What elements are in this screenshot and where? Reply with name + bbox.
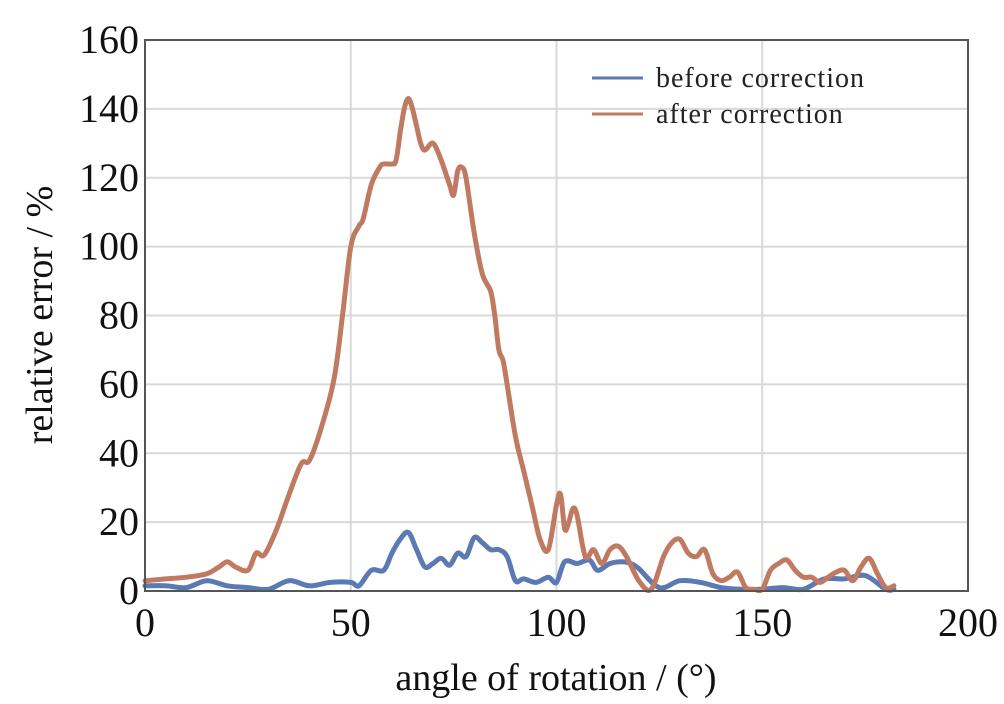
x-tick-label: 150	[732, 600, 792, 645]
series-line-before-correction	[142, 529, 897, 593]
legend-label: before correction	[656, 63, 865, 94]
x-axis-ticks: 0 50 100 150 200	[135, 600, 998, 645]
plot-frame	[144, 39, 969, 592]
x-tick-label: 100	[527, 600, 587, 645]
x-axis-title: angle of rotation / (°)	[395, 657, 716, 699]
series-line-after-correction	[142, 96, 897, 594]
y-tick-label: 80	[99, 293, 139, 338]
x-tick-label: 200	[938, 600, 998, 645]
y-tick-label: 140	[79, 86, 139, 131]
y-tick-label: 100	[79, 224, 139, 269]
legend-label: after correction	[656, 99, 844, 130]
series-lines	[142, 96, 897, 594]
legend: before correction after correction	[592, 63, 865, 130]
y-tick-label: 160	[79, 17, 139, 62]
x-tick-label: 0	[135, 600, 155, 645]
x-tick-label: 50	[331, 600, 371, 645]
y-tick-label: 20	[99, 499, 139, 544]
y-tick-label: 120	[79, 155, 139, 200]
y-axis-title: relative error / %	[19, 186, 61, 444]
y-axis-ticks: 0 20 40 60 80 100 120 140 160	[79, 17, 139, 613]
y-tick-label: 60	[99, 361, 139, 406]
y-tick-label: 0	[119, 568, 139, 613]
y-tick-label: 40	[99, 430, 139, 475]
